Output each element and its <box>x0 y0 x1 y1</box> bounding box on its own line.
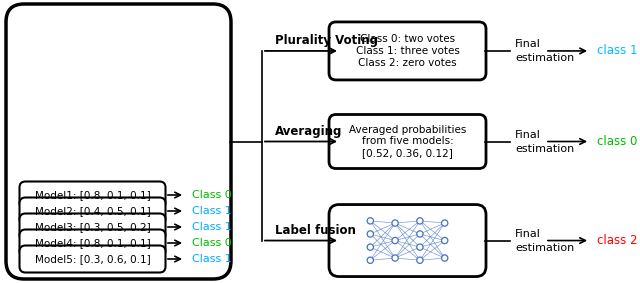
Text: Model2: [0.4, 0.5, 0.1]: Model2: [0.4, 0.5, 0.1] <box>35 206 150 216</box>
Circle shape <box>417 244 423 250</box>
Circle shape <box>367 244 374 250</box>
Text: estimation: estimation <box>515 243 574 252</box>
Text: Final: Final <box>515 229 541 239</box>
Circle shape <box>392 237 398 244</box>
Circle shape <box>417 218 423 224</box>
Circle shape <box>367 231 374 237</box>
Text: Model3: [0.3, 0.5, 0.2]: Model3: [0.3, 0.5, 0.2] <box>35 222 150 232</box>
Text: Model1: [0.8, 0.1, 0.1]: Model1: [0.8, 0.1, 0.1] <box>35 190 150 200</box>
FancyBboxPatch shape <box>19 198 166 224</box>
Text: Model5: [0.3, 0.6, 0.1]: Model5: [0.3, 0.6, 0.1] <box>35 254 150 264</box>
Circle shape <box>442 237 448 244</box>
FancyBboxPatch shape <box>329 115 486 168</box>
Text: Model4: [0.8, 0.1, 0.1]: Model4: [0.8, 0.1, 0.1] <box>35 238 150 248</box>
Text: Class 1: Class 1 <box>192 222 232 232</box>
Text: Averaging: Averaging <box>275 125 342 138</box>
Circle shape <box>392 220 398 226</box>
Text: Class 0: Class 0 <box>192 190 232 200</box>
FancyBboxPatch shape <box>329 205 486 276</box>
Circle shape <box>392 255 398 261</box>
Text: Class 1: Class 1 <box>192 206 232 216</box>
Circle shape <box>417 231 423 237</box>
Text: Plurality Voting: Plurality Voting <box>275 35 378 48</box>
FancyBboxPatch shape <box>19 230 166 256</box>
FancyBboxPatch shape <box>19 213 166 241</box>
Text: class 1: class 1 <box>597 44 637 57</box>
Text: Final: Final <box>515 39 541 49</box>
Circle shape <box>442 255 448 261</box>
Text: Final: Final <box>515 130 541 140</box>
Text: class 2: class 2 <box>597 234 637 247</box>
Circle shape <box>417 257 423 263</box>
Circle shape <box>367 218 374 224</box>
FancyBboxPatch shape <box>329 22 486 80</box>
Text: Class 0: two votes
Class 1: three votes
Class 2: zero votes: Class 0: two votes Class 1: three votes … <box>356 34 460 68</box>
Text: Averaged probabilities
from five models:
[0.52, 0.36, 0.12]: Averaged probabilities from five models:… <box>349 125 466 158</box>
FancyBboxPatch shape <box>6 4 231 279</box>
Text: Class 0: Class 0 <box>192 238 232 248</box>
Text: estimation: estimation <box>515 143 574 153</box>
Text: estimation: estimation <box>515 53 574 63</box>
Circle shape <box>367 257 374 263</box>
Text: Label fusion: Label fusion <box>275 224 356 237</box>
Text: Class 1: Class 1 <box>192 254 232 264</box>
FancyBboxPatch shape <box>19 245 166 273</box>
Text: class 0: class 0 <box>597 135 637 148</box>
Circle shape <box>442 220 448 226</box>
FancyBboxPatch shape <box>19 181 166 209</box>
